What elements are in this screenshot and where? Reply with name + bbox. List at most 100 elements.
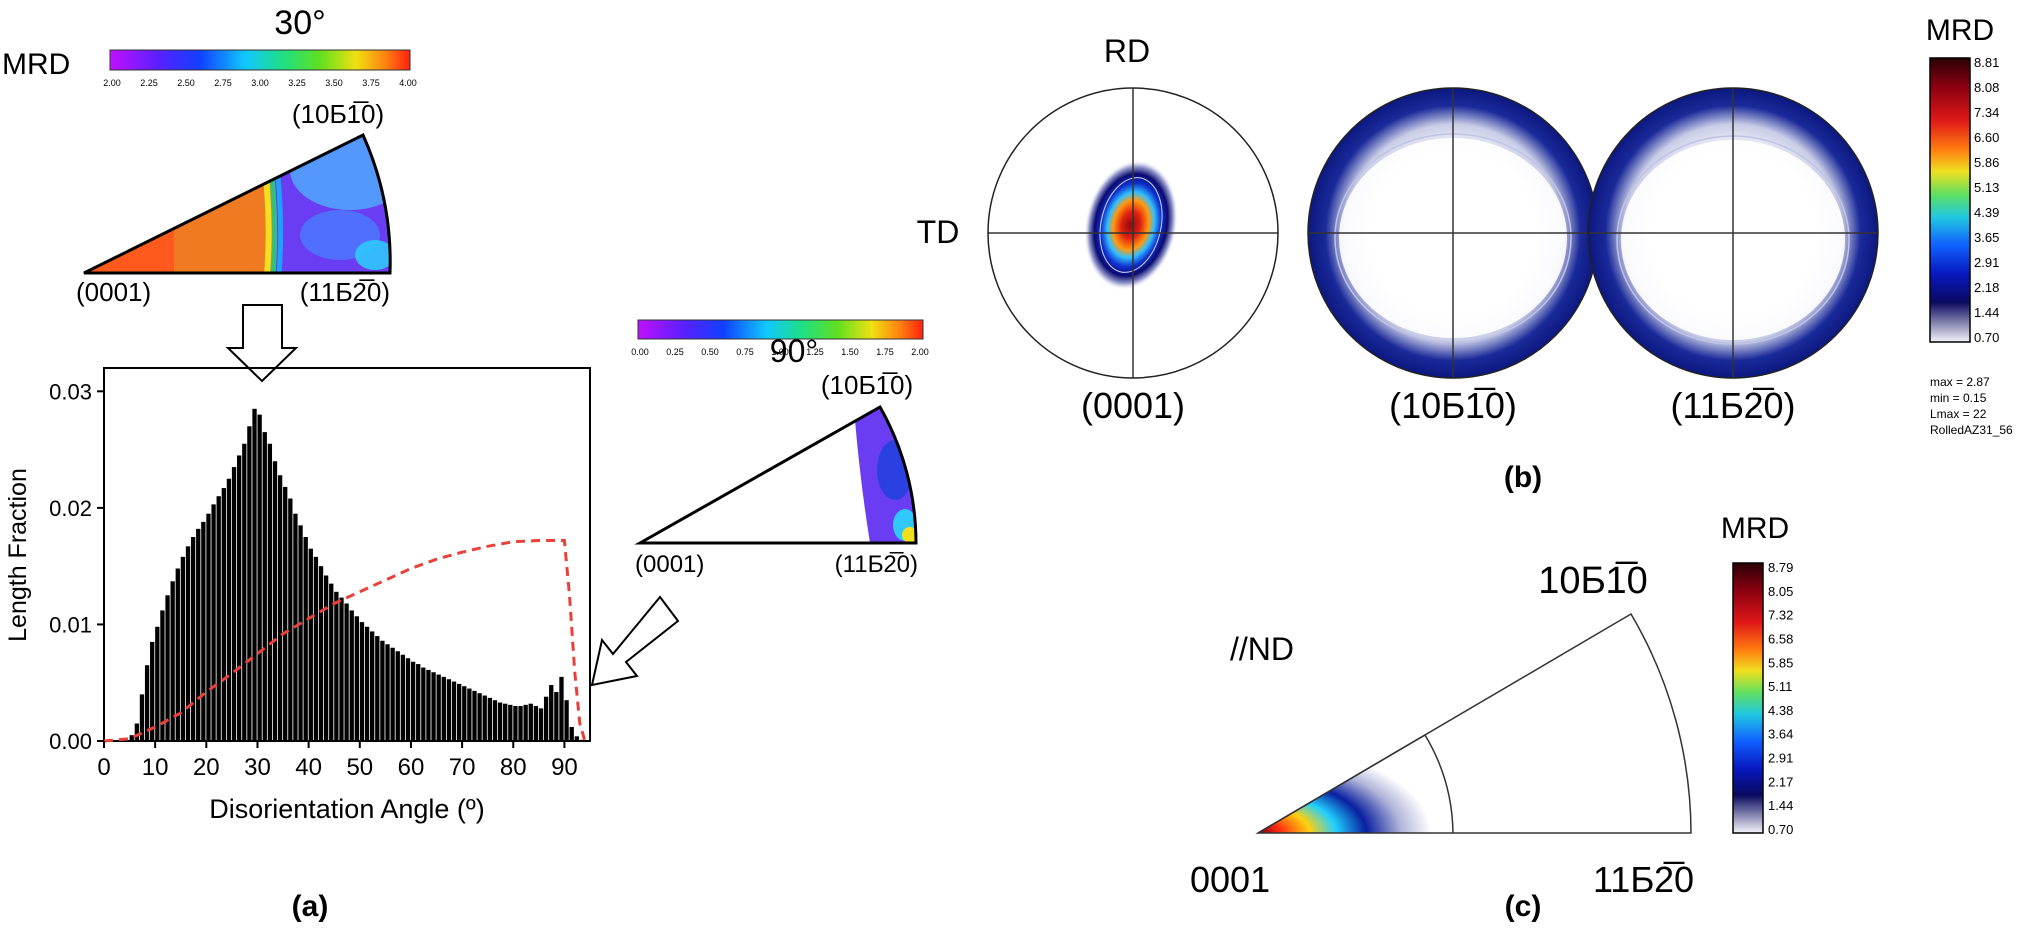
x-tick-label: 30 — [244, 754, 271, 781]
scale-tick-label: 0.50 — [701, 347, 719, 357]
mrd-tick-label: 2.18 — [1974, 280, 1999, 295]
mrd-tick-label: 8.05 — [1768, 584, 1793, 599]
x-tick-label: 40 — [295, 754, 322, 781]
ipf90-label-0001: (0001) — [635, 551, 704, 578]
histogram-bar — [538, 708, 544, 741]
histogram-bar — [482, 695, 487, 741]
histogram-bar — [211, 504, 216, 741]
histogram-bar — [370, 631, 375, 741]
scale-tick-label: 2.00 — [911, 347, 929, 357]
x-tick-label: 0 — [97, 754, 110, 781]
histogram-bar — [139, 694, 145, 742]
histogram-bar — [390, 647, 395, 741]
y-tick-label: 0.00 — [49, 729, 92, 754]
pole-label-1120: (11Ƃ2̅0) — [1670, 385, 1795, 426]
mrd-tick-label: 0.70 — [1768, 822, 1793, 837]
histogram-bar — [559, 676, 564, 741]
ipf90-label-1120: (11Ƃ2̅0) — [835, 551, 918, 578]
scale-tick-label: 0.75 — [736, 347, 754, 357]
mrd-tick-label: 8.79 — [1768, 560, 1793, 575]
histogram-bar — [180, 556, 186, 741]
histogram-bar — [533, 706, 539, 741]
histogram-bar — [441, 676, 446, 741]
histogram-bar — [467, 688, 472, 741]
histogram-bar — [431, 672, 436, 741]
ipf-c-label-1120: 11Ƃ2̅0 — [1593, 859, 1694, 900]
histogram-bar — [349, 610, 354, 741]
histogram-bar — [277, 475, 283, 741]
random-distribution-curve — [103, 539, 587, 743]
pole-figure-0001 — [987, 87, 1279, 379]
ipf30-scale-ticks: 2.00 2.25 2.50 2.75 3.00 3.25 3.50 3.75 4.00 — [103, 78, 417, 88]
histogram-bar — [518, 706, 523, 741]
scale-tick-label: 3.50 — [325, 78, 343, 88]
histogram-bar — [237, 455, 242, 741]
arrow-diagonal-icon — [590, 595, 680, 687]
x-tick-label: 80 — [500, 754, 527, 781]
scale-tick-label: 3.25 — [288, 78, 306, 88]
ipf90-label-1010: (10Ƃ1̅0) — [821, 370, 913, 400]
histogram-bar — [267, 443, 273, 741]
stat-max: max = 2.87 — [1930, 375, 1990, 389]
scale-tick-label: 0.00 — [631, 347, 649, 357]
histogram-bar — [272, 461, 278, 741]
pole-figure-1120 — [1587, 87, 1879, 379]
histogram-bar — [318, 566, 324, 741]
x-tick-label: 70 — [449, 754, 476, 781]
histogram-bar — [144, 665, 150, 741]
x-tick-label: 60 — [398, 754, 425, 781]
scale-tick-label: 3.75 — [362, 78, 380, 88]
mrd-tick-label: 3.65 — [1974, 230, 1999, 245]
pole-label-0001: (0001) — [1081, 385, 1185, 426]
histogram-bar — [497, 702, 503, 741]
stat-min: min = 0.15 — [1930, 391, 1987, 405]
y-tick-label: 0.02 — [49, 496, 92, 521]
mrd-c-title: MRD — [1721, 512, 1789, 545]
scale-tick-label: 1.75 — [876, 347, 894, 357]
histogram-bar — [528, 703, 533, 741]
mrd-tick-label: 5.86 — [1974, 155, 1999, 170]
mrd-tick-label: 5.11 — [1768, 679, 1792, 694]
ipf-c-triangle — [1255, 612, 1692, 834]
histogram-bar — [165, 595, 170, 741]
histogram-bar — [375, 636, 380, 741]
histogram-bar — [283, 486, 288, 741]
scale-tick-label: 2.50 — [177, 78, 195, 88]
scale-tick-label: 3.00 — [251, 78, 269, 88]
mrd-tick-label: 2.91 — [1768, 751, 1793, 766]
panel-label-b: (b) — [1504, 461, 1542, 494]
ipf90-scale-ticks: 0.00 0.25 0.50 0.75 1.00 1.25 1.50 1.75 2.00 — [631, 347, 929, 357]
histogram-bar — [359, 622, 365, 741]
histogram-bar — [400, 654, 406, 741]
histogram-bar — [513, 706, 518, 741]
histogram-bar — [426, 669, 431, 741]
ipf30-label-1120: (11Ƃ2̅0) — [300, 277, 390, 307]
mrd-tick-label: 5.85 — [1768, 655, 1793, 670]
histogram-bar — [288, 498, 293, 741]
histogram-bar — [242, 443, 247, 741]
histogram-bar — [216, 496, 221, 741]
histogram-bar — [226, 478, 232, 741]
histogram-bar — [185, 546, 191, 741]
histogram-bar — [508, 704, 513, 741]
histogram-bar — [456, 683, 462, 741]
x-tick-label: 20 — [193, 754, 220, 781]
mrd-tick-label: 3.64 — [1768, 727, 1793, 742]
histogram-bar — [298, 525, 303, 741]
mrd-tick-label: 2.17 — [1768, 774, 1793, 789]
histogram-bar — [395, 651, 400, 741]
panel-label-a: (a) — [292, 890, 329, 923]
histogram-bar — [155, 626, 160, 741]
histogram-bar — [364, 626, 370, 741]
mrd-tick-label: 1.44 — [1974, 305, 1999, 320]
ipf-c-label-1010: 10Ƃ1̅0 — [1538, 560, 1647, 602]
histogram-bar — [323, 575, 329, 741]
ipf30-label-1010: (10Ƃ1̅0) — [292, 99, 384, 129]
ipf30-triangle — [83, 132, 392, 275]
histogram-bar — [134, 723, 140, 741]
histogram-bar — [339, 597, 344, 741]
mrd-b-color-scale — [1929, 57, 1971, 343]
pole-label-1010: (10Ƃ1̅0) — [1389, 385, 1517, 426]
histogram-bar — [564, 700, 569, 741]
histogram-bar — [410, 661, 416, 741]
